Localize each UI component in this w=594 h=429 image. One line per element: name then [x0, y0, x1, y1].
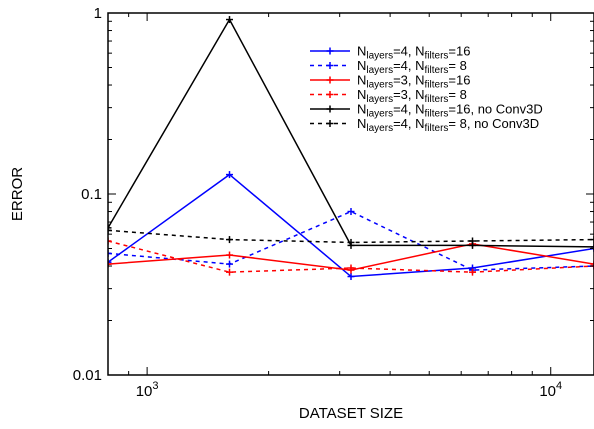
- y-tick-label: 1: [94, 5, 102, 22]
- legend-label: Nlayers=4, Nfilters=16, no Conv3D: [357, 102, 543, 120]
- plot-content: [108, 16, 594, 281]
- series-6: [108, 226, 594, 246]
- y-tick-label: 0.01: [73, 367, 102, 384]
- legend-marker: [326, 47, 334, 55]
- data-point: [226, 251, 233, 259]
- x-axis-ticks: 103 104: [107, 13, 562, 400]
- legend-marker: [326, 62, 334, 69]
- series-1: [108, 171, 594, 281]
- data-point: [108, 226, 112, 234]
- data-point: [347, 238, 355, 246]
- y-axis-ticks: 0.01 0.1 1: [73, 5, 594, 384]
- data-point: [108, 237, 112, 245]
- legend: Nlayers=4, Nfilters=16 Nlayers=4, Nfilter…: [310, 44, 543, 134]
- x-tick-label: 104: [539, 380, 562, 400]
- legend-marker: [326, 76, 334, 84]
- data-point: [226, 268, 233, 276]
- data-point: [347, 273, 355, 281]
- data-point: [590, 260, 594, 268]
- data-point: [108, 224, 112, 232]
- data-point: [590, 243, 594, 251]
- data-point: [108, 249, 112, 257]
- data-point: [108, 260, 112, 268]
- data-point: [226, 171, 233, 179]
- series-line: [108, 210, 594, 271]
- legend-label: Nlayers=4, Nfilters= 8, no Conv3D: [357, 116, 539, 134]
- data-point: [226, 236, 233, 244]
- data-point: [469, 237, 476, 245]
- data-point: [108, 258, 112, 266]
- legend-entry: Nlayers=4, Nfilters= 8, no Conv3D: [310, 116, 539, 134]
- y-tick-label: 0.1: [81, 186, 102, 203]
- data-point: [226, 260, 233, 268]
- plot-frame: [107, 12, 594, 376]
- data-point: [226, 16, 233, 24]
- data-point: [469, 268, 476, 276]
- data-point: [347, 208, 355, 216]
- x-tick-label: 103: [136, 380, 159, 400]
- data-point: [590, 236, 594, 244]
- legend-marker: [326, 120, 334, 127]
- series-line: [108, 240, 594, 273]
- legend-marker: [326, 105, 334, 113]
- legend-entry: Nlayers=4, Nfilters=16, no Conv3D: [310, 102, 543, 120]
- x-axis-title: DATASET SIZE: [299, 405, 403, 422]
- data-point: [347, 264, 355, 272]
- legend-entry: Nlayers=4, Nfilters=16: [310, 44, 470, 62]
- y-axis-title: ERROR: [9, 167, 26, 221]
- legend-marker: [326, 91, 334, 98]
- series-line: [108, 173, 594, 278]
